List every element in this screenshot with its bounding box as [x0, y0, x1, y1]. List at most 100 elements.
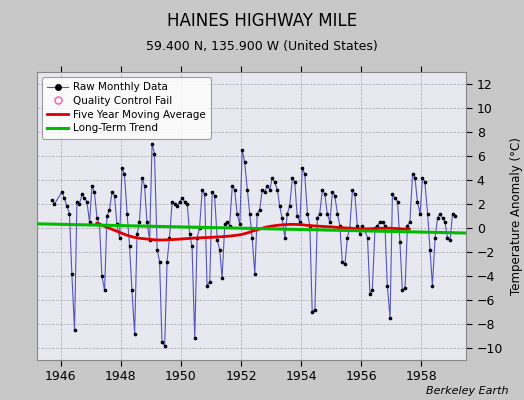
Point — [363, 234, 372, 241]
Point — [60, 195, 69, 201]
Point — [296, 219, 304, 225]
Point — [421, 179, 429, 186]
Point — [123, 210, 132, 217]
Point — [228, 183, 236, 189]
Point — [178, 195, 187, 201]
Point — [188, 243, 196, 249]
Point — [403, 222, 412, 229]
Point — [233, 210, 241, 217]
Point — [396, 239, 404, 246]
Point — [416, 210, 424, 217]
Point — [156, 258, 164, 265]
Point — [210, 192, 219, 199]
Point — [88, 183, 96, 189]
Point — [95, 221, 104, 228]
Point — [326, 219, 334, 225]
Point — [138, 174, 146, 181]
Point — [153, 246, 161, 253]
Point — [348, 186, 357, 193]
Point — [266, 186, 274, 193]
Point — [449, 210, 457, 217]
Point — [236, 221, 244, 228]
Point — [321, 191, 329, 198]
Point — [253, 210, 261, 217]
Point — [381, 222, 389, 229]
Point — [451, 213, 459, 219]
Point — [270, 179, 279, 186]
Point — [231, 186, 239, 193]
Point — [90, 189, 99, 195]
Point — [433, 215, 442, 222]
Point — [111, 192, 119, 199]
Point — [140, 183, 149, 189]
Point — [160, 342, 169, 349]
Point — [413, 198, 422, 205]
Text: Berkeley Earth: Berkeley Earth — [426, 386, 508, 396]
Point — [113, 221, 121, 228]
Point — [63, 203, 71, 210]
Point — [423, 210, 432, 217]
Point — [128, 287, 136, 294]
Point — [135, 219, 144, 225]
Point — [101, 287, 109, 294]
Point — [120, 171, 128, 177]
Point — [165, 234, 173, 241]
Point — [213, 237, 222, 243]
Point — [336, 222, 344, 229]
Point — [388, 191, 397, 198]
Point — [346, 225, 354, 231]
Point — [73, 198, 81, 205]
Point — [338, 258, 346, 265]
Point — [105, 207, 114, 213]
Point — [58, 189, 66, 195]
Point — [276, 203, 284, 210]
Point — [225, 222, 234, 229]
Point — [150, 150, 159, 157]
Point — [341, 261, 349, 267]
Point — [115, 234, 124, 241]
Legend: Raw Monthly Data, Quality Control Fail, Five Year Moving Average, Long-Term Tren: Raw Monthly Data, Quality Control Fail, … — [42, 77, 211, 138]
Point — [353, 222, 362, 229]
Point — [50, 201, 59, 207]
Point — [428, 282, 436, 289]
Text: HAINES HIGHWAY MILE: HAINES HIGHWAY MILE — [167, 12, 357, 30]
Point — [260, 189, 269, 195]
Point — [331, 192, 339, 199]
Point — [180, 198, 189, 205]
Point — [168, 198, 177, 205]
Point — [278, 215, 286, 222]
Point — [358, 222, 367, 229]
Point — [148, 141, 156, 147]
Point — [218, 275, 226, 282]
Point — [146, 237, 154, 243]
Point — [281, 234, 289, 241]
Point — [70, 327, 79, 333]
Point — [268, 174, 277, 181]
Point — [85, 219, 94, 225]
Point — [305, 222, 314, 229]
Point — [343, 234, 352, 241]
Point — [298, 165, 307, 171]
Point — [383, 282, 391, 289]
Point — [195, 225, 204, 231]
Point — [125, 243, 134, 249]
Point — [351, 191, 359, 198]
Point — [193, 234, 201, 241]
Point — [238, 147, 246, 153]
Point — [78, 191, 86, 198]
Point — [303, 210, 312, 217]
Point — [221, 221, 229, 228]
Point — [243, 186, 252, 193]
Point — [286, 203, 294, 210]
Point — [361, 227, 369, 234]
Point — [431, 234, 439, 241]
Point — [373, 222, 381, 229]
Point — [203, 282, 211, 289]
Point — [215, 246, 224, 253]
Point — [68, 270, 76, 277]
Point — [130, 330, 139, 337]
Point — [118, 165, 126, 171]
Point — [394, 198, 402, 205]
Point — [191, 335, 199, 342]
Point — [391, 195, 399, 201]
